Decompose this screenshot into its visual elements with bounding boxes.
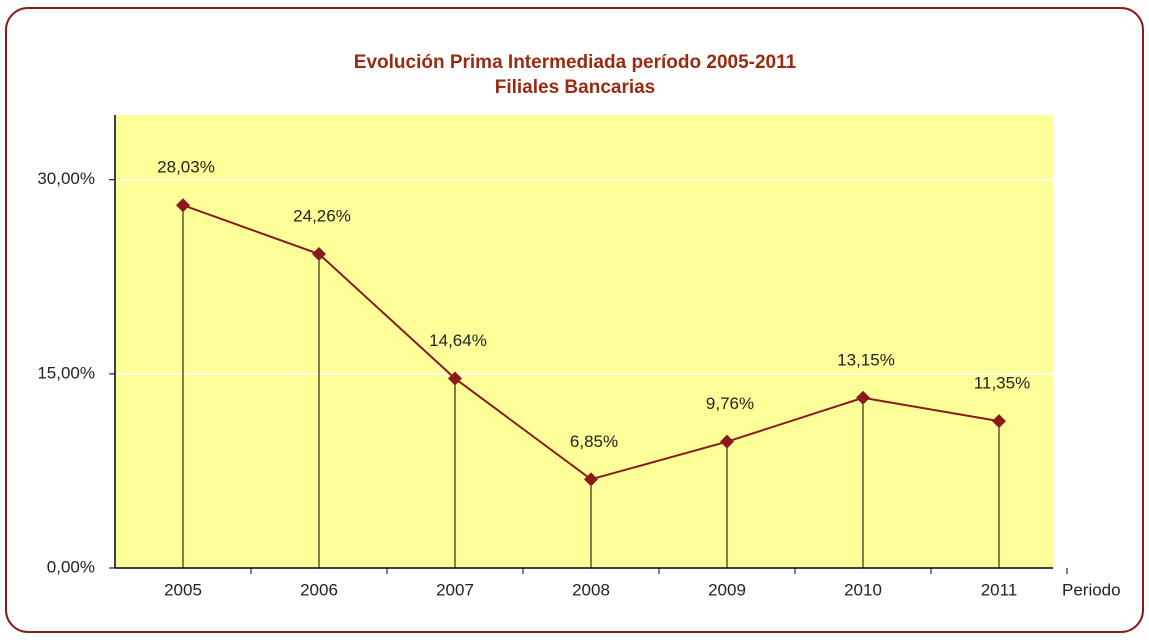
marker: [448, 371, 462, 386]
data-label: 13,15%: [837, 350, 895, 369]
x-tick-label: 2010: [844, 580, 882, 599]
chart-subtitle: Filiales Bancarias: [495, 77, 656, 98]
chart-title: Evolución Prima Intermediada período 200…: [354, 52, 797, 73]
x-tick-label: 2009: [708, 580, 746, 599]
data-label: 11,35%: [974, 374, 1030, 393]
data-label: 24,26%: [293, 206, 351, 225]
y-tick-label: 30,00%: [37, 169, 95, 188]
marker: [992, 414, 1006, 429]
marker: [176, 198, 190, 213]
marker: [312, 247, 326, 262]
marker: [584, 472, 598, 487]
x-tick-label: 2011: [981, 580, 1018, 599]
marker: [720, 434, 734, 449]
x-axis-label: Periodo: [1062, 580, 1121, 599]
y-tick-label: 15,00%: [37, 363, 95, 382]
data-label: 9,76%: [706, 394, 754, 413]
plot-area: [115, 115, 1053, 568]
y-tick-label: 0,00%: [47, 557, 95, 576]
x-tick-label: 2007: [436, 580, 474, 599]
x-tick-label: 2008: [572, 580, 610, 599]
data-label: 28,03%: [157, 158, 215, 177]
x-tick-label: 2005: [164, 580, 202, 599]
x-tick-label: 2006: [300, 580, 338, 599]
data-label: 6,85%: [570, 432, 618, 451]
marker: [856, 390, 870, 405]
data-label: 14,64%: [429, 331, 487, 350]
